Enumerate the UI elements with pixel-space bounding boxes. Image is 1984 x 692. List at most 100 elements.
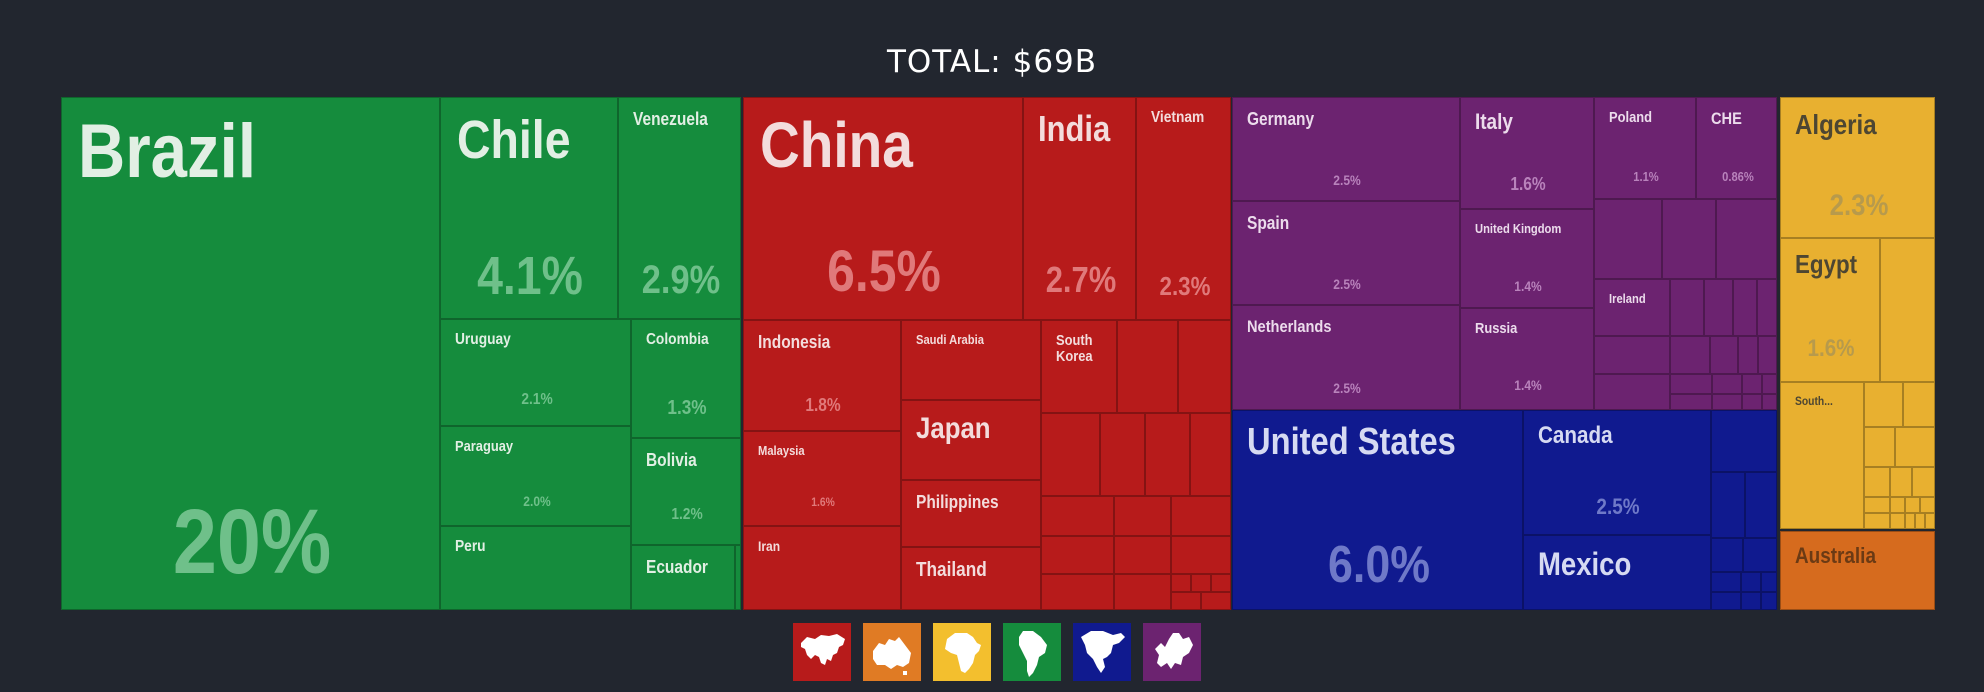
cell-label: Vietnam: [1151, 109, 1205, 126]
treemap-cell: [1761, 572, 1777, 592]
cell-netherlands[interactable]: Netherlands 2.5%: [1232, 305, 1460, 410]
treemap-cell: [1041, 496, 1114, 536]
cell-colombia[interactable]: Colombia 1.3%: [631, 319, 741, 438]
treemap-cell: [1190, 413, 1231, 496]
cell-india[interactable]: India 2.7%: [1023, 97, 1136, 320]
treemap-cell: [1895, 427, 1935, 467]
cell-algeria[interactable]: Algeria 2.3%: [1780, 97, 1935, 238]
cell-brazil[interactable]: Brazil 20%: [61, 97, 440, 610]
europe-icon[interactable]: [1143, 623, 1201, 681]
treemap-cell: [1864, 382, 1903, 427]
cell-venezuela[interactable]: Venezuela 2.9%: [618, 97, 741, 319]
cell-chile[interactable]: Chile 4.1%: [440, 97, 618, 319]
africa-icon[interactable]: [933, 623, 991, 681]
oceania-icon[interactable]: [863, 623, 921, 681]
cell-thailand[interactable]: Thailand: [901, 547, 1041, 610]
treemap-cell: [1704, 279, 1733, 336]
cell-label: South...: [1795, 394, 1833, 408]
cell-united-states[interactable]: United States 6.0%: [1232, 410, 1523, 610]
cell-label: Philippines: [916, 492, 999, 512]
cell-label: India: [1038, 108, 1111, 149]
cell-philippines[interactable]: Philippines: [901, 480, 1041, 547]
south-america-icon[interactable]: [1003, 623, 1061, 681]
cell-label: Ireland: [1609, 291, 1646, 306]
cell-che[interactable]: CHE 0.86%: [1696, 97, 1777, 199]
cell-label: Indonesia: [758, 332, 831, 352]
cell-egypt[interactable]: Egypt 1.6%: [1780, 238, 1880, 382]
treemap-cell: [1191, 574, 1211, 592]
treemap-cell: [1743, 538, 1777, 572]
cell-label: Peru: [455, 538, 486, 555]
cell-poland[interactable]: Poland 1.1%: [1594, 97, 1696, 199]
cell-south-korea[interactable]: South Korea: [1041, 320, 1117, 413]
cell-label: Egypt: [1795, 249, 1858, 279]
cell-china[interactable]: China 6.5%: [743, 97, 1023, 320]
chart-title: TOTAL: $69B: [886, 44, 1098, 80]
cell-united-kingdom[interactable]: United Kingdom 1.4%: [1460, 209, 1594, 308]
treemap-cell: [1742, 394, 1762, 410]
cell-bolivia[interactable]: Bolivia 1.2%: [631, 438, 741, 545]
treemap-cell: [1145, 413, 1190, 496]
treemap-cell: [1890, 467, 1912, 497]
treemap-cell: [1171, 496, 1231, 536]
cell-label: Iran: [758, 538, 781, 554]
treemap-cell: [1100, 413, 1145, 496]
cell-label: CHE: [1711, 109, 1742, 128]
cell-label: Paraguay: [455, 438, 514, 455]
cell-value: 2.3%: [1159, 271, 1210, 301]
cell-japan[interactable]: Japan: [901, 400, 1041, 480]
cell-ecuador[interactable]: Ecuador: [631, 545, 735, 610]
cell-ireland[interactable]: Ireland: [1594, 279, 1670, 336]
cell-iran[interactable]: Iran: [743, 526, 901, 610]
cell-value: 1.6%: [1510, 174, 1546, 194]
cell-value: 1.8%: [805, 395, 841, 415]
asia-icon[interactable]: [793, 623, 851, 681]
cell-value: 2.5%: [1333, 380, 1361, 396]
treemap-cell[interactable]: [735, 545, 741, 610]
treemap-cell: [1890, 497, 1905, 513]
treemap-cell: [1745, 472, 1777, 538]
treemap-cell: [1915, 513, 1925, 529]
cell-label: Ecuador: [646, 557, 708, 577]
treemap-cell: [1662, 199, 1716, 279]
cell-russia[interactable]: Russia 1.4%: [1460, 308, 1594, 410]
cell-label: South Korea: [1056, 332, 1093, 365]
treemap-cell: [1711, 410, 1777, 472]
treemap-cell: [1594, 199, 1662, 279]
cell-vietnam[interactable]: Vietnam 2.3%: [1136, 97, 1231, 320]
cell-value: 1.6%: [1807, 335, 1855, 362]
cell-indonesia[interactable]: Indonesia 1.8%: [743, 320, 901, 431]
cell-uruguay[interactable]: Uruguay 2.1%: [440, 319, 631, 426]
cell-value: 4.1%: [477, 246, 583, 306]
cell-germany[interactable]: Germany 2.5%: [1232, 97, 1460, 201]
treemap-cell: [1670, 336, 1710, 374]
cell-saudi-arabia[interactable]: Saudi Arabia: [901, 320, 1041, 400]
treemap-cell: [1711, 538, 1743, 572]
cell-canada[interactable]: Canada 2.5%: [1523, 410, 1711, 535]
treemap-cell: [1741, 572, 1761, 592]
cell-label: Algeria: [1795, 109, 1877, 140]
treemap-cell: [1757, 279, 1777, 336]
cell-italy[interactable]: Italy 1.6%: [1460, 97, 1594, 209]
cell-label: Brazil: [78, 109, 256, 194]
cell-spain[interactable]: Spain 2.5%: [1232, 201, 1460, 305]
cell-value: 2.0%: [522, 493, 551, 509]
cell-label: Australia: [1795, 543, 1876, 568]
cell-label: Malaysia: [758, 443, 805, 458]
cell-value: 2.5%: [1333, 172, 1361, 188]
north-america-icon[interactable]: [1073, 623, 1131, 681]
treemap-cell: [1864, 497, 1890, 513]
treemap-cell: [1114, 496, 1171, 536]
cell-paraguay[interactable]: Paraguay 2.0%: [440, 426, 631, 526]
treemap-cell: [1171, 592, 1201, 610]
cell-mexico[interactable]: Mexico: [1523, 535, 1711, 610]
treemap-cell: [1171, 574, 1191, 592]
cell-value: 2.5%: [1333, 276, 1361, 292]
treemap-cell: [1114, 574, 1171, 610]
cell-australia[interactable]: Australia: [1780, 531, 1935, 610]
cell-peru[interactable]: Peru: [440, 526, 631, 610]
cell-south[interactable]: South...: [1780, 382, 1864, 529]
cell-malaysia[interactable]: Malaysia 1.6%: [743, 431, 901, 526]
treemap-cell: [1905, 513, 1915, 529]
